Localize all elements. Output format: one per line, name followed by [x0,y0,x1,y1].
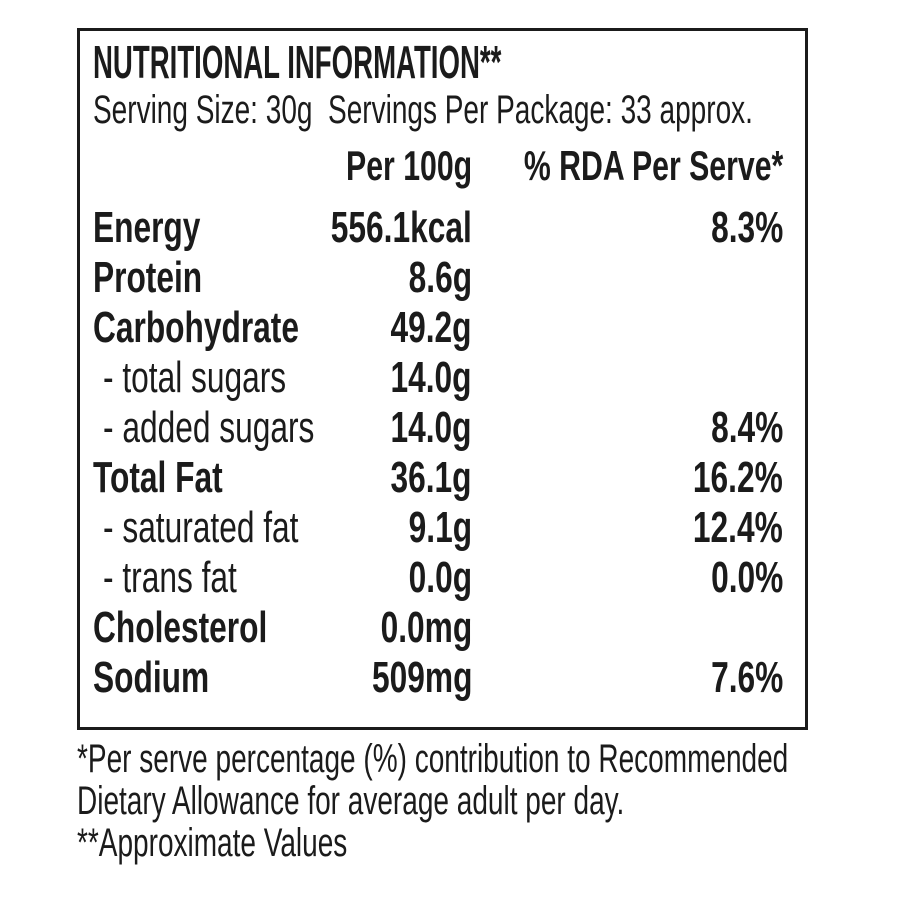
nutrient-name: Protein [93,253,203,302]
nutrient-value: 556.1kcal [331,203,472,252]
serving-info: Serving Size: 30g Servings Per Package: … [93,88,753,132]
nutrient-rda: 16.2% [693,453,783,502]
nutrient-rda: 12.4% [693,503,783,552]
footnote-line: **Approximate Values [77,822,887,864]
label-title: NUTRITIONAL INFORMATION** [93,36,502,88]
nutrient-name: - added sugars [103,403,315,452]
nutrient-name: Total Fat [93,453,223,502]
column-header-row: Per 100g % RDA Per Serve* [93,141,783,191]
footnote-text: Dietary Allowance for average adult per … [77,779,625,823]
column-header-rda: % RDA Per Serve* [523,142,783,189]
column-header-per-100g: Per 100g [345,142,472,189]
footnote-text: *Per serve percentage (%) contribution t… [77,737,789,781]
footnote-line: *Per serve percentage (%) contribution t… [77,738,887,780]
nutrient-row-total-sugars: - total sugars 14.0g [93,353,783,403]
nutrient-value: 14.0g [390,403,472,452]
nutrient-name: - saturated fat [103,503,299,552]
nutrient-name: - total sugars [103,353,287,402]
nutrient-row-energy: Energy 556.1kcal 8.3% [93,203,783,253]
serving-info-line: Serving Size: 30g Servings Per Package: … [93,87,783,133]
footnotes: *Per serve percentage (%) contribution t… [77,738,887,864]
nutrient-row-carbohydrate: Carbohydrate 49.2g [93,303,783,353]
nutrient-name: Carbohydrate [93,303,299,352]
nutrient-value: 36.1g [390,453,472,502]
nutrient-value: 49.2g [390,303,472,352]
nutrient-rows: Energy 556.1kcal 8.3% Protein 8.6g Carbo… [93,203,783,703]
nutrient-row-added-sugars: - added sugars 14.0g 8.4% [93,403,783,453]
nutrient-value: 0.0g [408,553,472,602]
nutrition-label-box: NUTRITIONAL INFORMATION** Serving Size: … [77,28,808,730]
nutrient-row-total-fat: Total Fat 36.1g 16.2% [93,453,783,503]
nutrient-row-protein: Protein 8.6g [93,253,783,303]
nutrient-row-saturated-fat: - saturated fat 9.1g 12.4% [93,503,783,553]
nutrient-name: Cholesterol [93,603,268,652]
nutrient-rda: 8.3% [710,203,783,252]
nutrient-rda: 7.6% [710,653,783,702]
label-title-line: NUTRITIONAL INFORMATION** [93,37,783,87]
nutrient-value: 509mg [371,653,472,702]
nutrient-row-cholesterol: Cholesterol 0.0mg [93,603,783,653]
nutrient-value: 8.6g [408,253,472,302]
nutrient-value: 9.1g [408,503,472,552]
nutrient-row-sodium: Sodium 509mg 7.6% [93,653,783,703]
footnote-text: **Approximate Values [77,821,348,865]
nutrient-value: 0.0mg [380,603,472,652]
nutrient-value: 14.0g [390,353,472,402]
nutrient-name: - trans fat [103,553,237,602]
nutrient-rda: 8.4% [710,403,783,452]
nutrient-name: Sodium [93,653,210,702]
nutrient-name: Energy [93,203,201,252]
nutrient-row-trans-fat: - trans fat 0.0g 0.0% [93,553,783,603]
nutrient-rda: 0.0% [710,553,783,602]
footnote-line: Dietary Allowance for average adult per … [77,780,887,822]
